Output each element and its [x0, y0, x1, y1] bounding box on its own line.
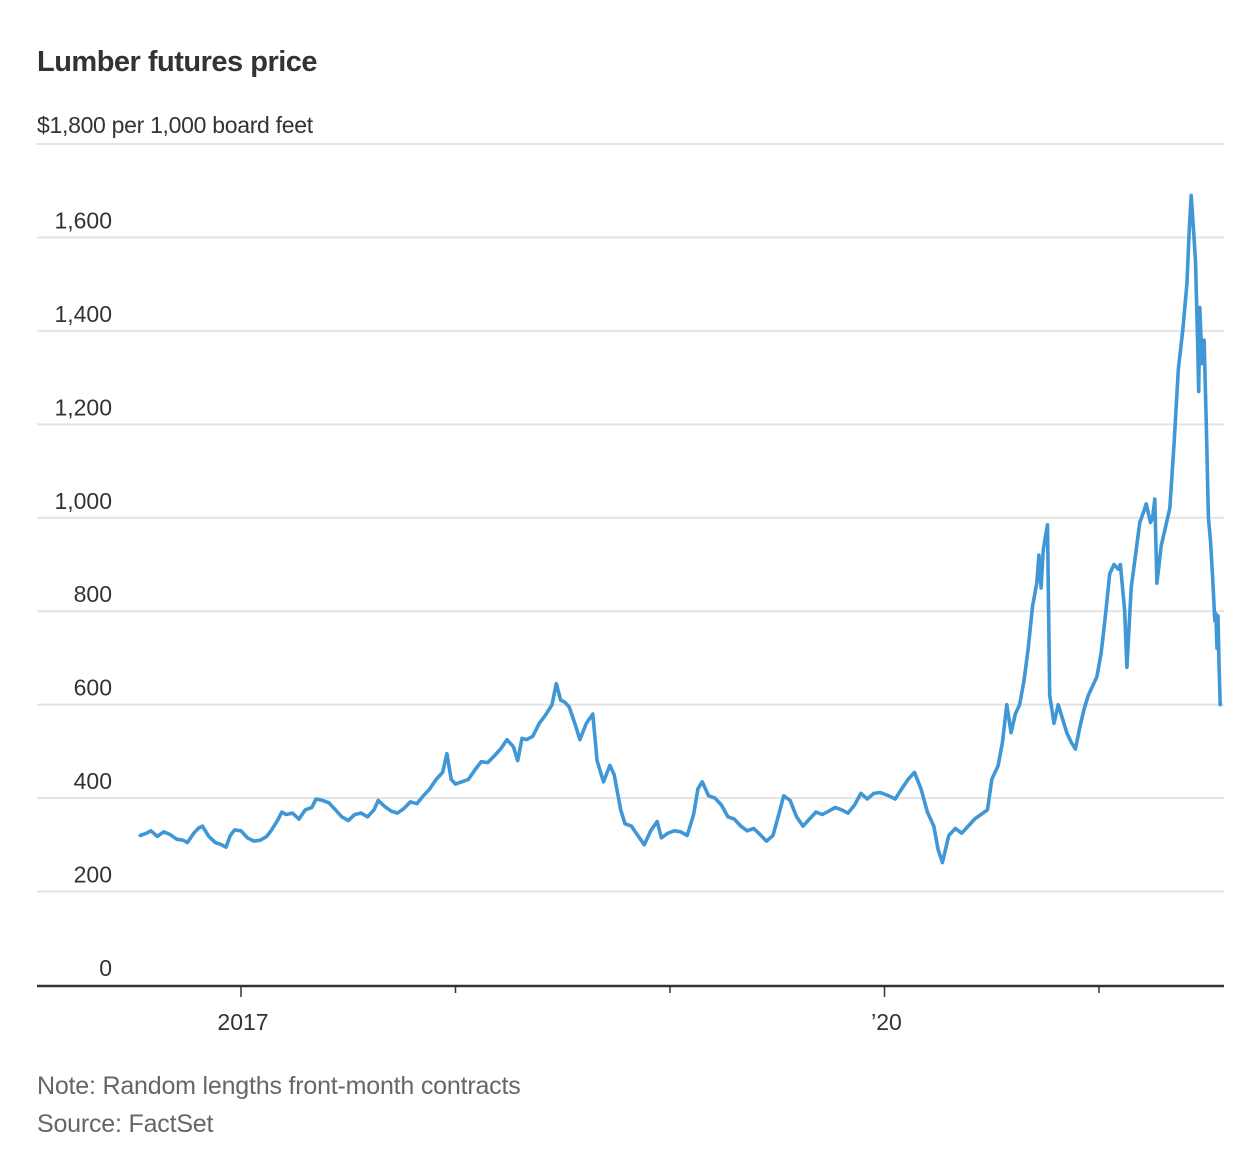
y-tick-label-0: 0	[99, 955, 112, 981]
y-tick-label-1000: 1,000	[54, 488, 112, 514]
y-tick-label-400: 400	[74, 768, 112, 794]
chart-title: Lumber futures price	[37, 46, 318, 78]
series-group	[138, 193, 1222, 865]
y-tick-label-1600: 1,600	[54, 207, 112, 233]
gridlines	[37, 143, 1224, 893]
x-tick-label-2017: 2017	[217, 1009, 268, 1035]
y-axis-tick-labels: 0 200 400 600 800 1,000 1,200 1,400 1,600	[54, 207, 112, 981]
y-axis-unit-label: $1,800 per 1,000 board feet	[37, 112, 313, 138]
x-axis: 2017 ’20	[37, 984, 1224, 1035]
y-tick-label-800: 800	[74, 581, 112, 607]
series-line-0	[138, 193, 1222, 865]
y-tick-label-600: 600	[74, 675, 112, 701]
y-tick-label-1400: 1,400	[54, 301, 112, 327]
y-tick-label-1200: 1,200	[54, 394, 112, 420]
chart-note: Note: Random lengths front-month contrac…	[37, 1072, 521, 1100]
x-tick-label-2020: ’20	[871, 1009, 902, 1035]
chart-source: Source: FactSet	[37, 1110, 214, 1138]
y-tick-label-200: 200	[74, 862, 112, 888]
